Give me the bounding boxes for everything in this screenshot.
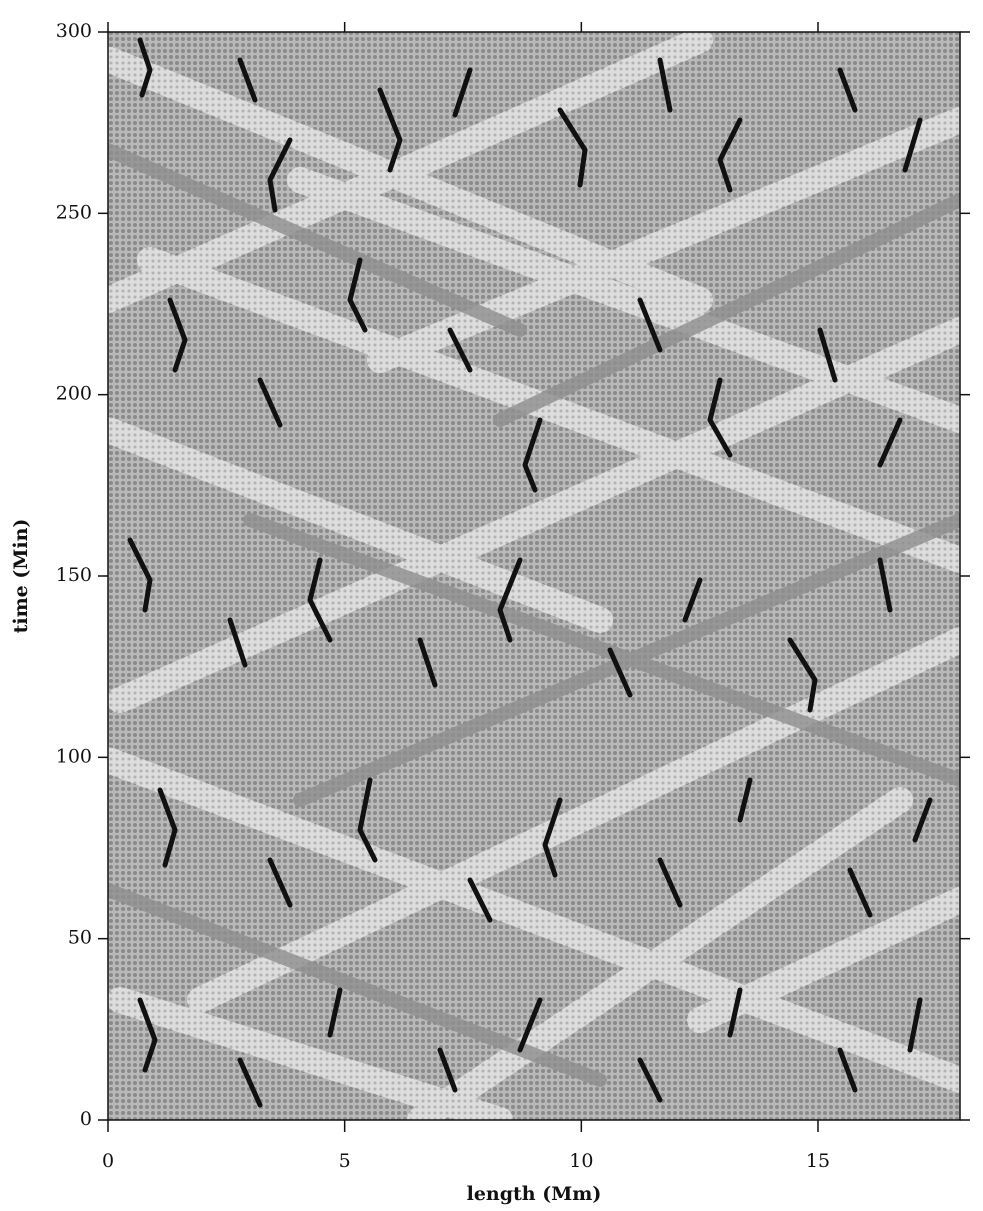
- y-tick-label: 150: [56, 564, 92, 586]
- y-tick-label: 100: [56, 745, 92, 767]
- y-tick-label: 200: [56, 383, 92, 405]
- y-tick-label: 0: [80, 1108, 92, 1130]
- x-tick-label: 10: [569, 1150, 593, 1172]
- y-tick-label: 250: [56, 201, 92, 223]
- y-tick-label: 300: [56, 20, 92, 42]
- x-tick-label: 15: [806, 1150, 830, 1172]
- y-tick-label: 50: [68, 927, 92, 949]
- x-tick-label: 5: [339, 1150, 351, 1172]
- y-axis-label: time (Min): [10, 519, 32, 634]
- x-tick-label: 0: [102, 1150, 114, 1172]
- x-axis-label: length (Mm): [467, 1183, 602, 1205]
- image-texture: [108, 32, 960, 1120]
